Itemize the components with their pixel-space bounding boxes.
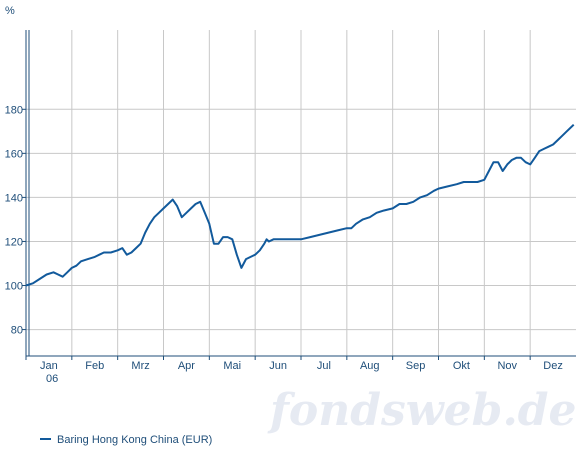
- watermark-logo: fondsweb.de: [267, 385, 577, 436]
- y-tick-label: 100: [5, 281, 23, 293]
- y-tick-label: 120: [5, 236, 23, 248]
- x-tick-label: Feb: [85, 360, 104, 372]
- x-axis-year-label: 06: [46, 373, 58, 385]
- axes: [22, 30, 576, 360]
- x-tick-label: Mai: [223, 360, 241, 372]
- x-tick-label: Jan: [40, 360, 58, 372]
- series-line: [25, 123, 575, 287]
- legend: Baring Hong Kong China (EUR): [40, 434, 212, 446]
- y-tick-label: 80: [11, 325, 23, 337]
- x-tick-label: Mrz: [131, 360, 149, 372]
- legend-label: Baring Hong Kong China (EUR): [57, 434, 212, 446]
- x-tick-label: Dez: [543, 360, 563, 372]
- x-tick-labels: Jan Feb Mrz Apr Mai Jun Jul Aug Sep Okt Nov Dez: [40, 360, 563, 372]
- x-tick-label: Aug: [360, 360, 380, 372]
- series-layer: [25, 123, 575, 287]
- y-tick-label: 140: [5, 192, 23, 204]
- x-tick-label: Jul: [317, 360, 331, 372]
- y-tick-label: 160: [5, 148, 23, 160]
- y-axis-unit-label: %: [5, 5, 15, 17]
- x-tick-label: Okt: [453, 360, 470, 372]
- x-tick-label: Sep: [406, 360, 426, 372]
- y-tick-labels: 80 100 120 140 160 180: [5, 104, 23, 336]
- x-tick-label: Nov: [497, 360, 517, 372]
- x-tick-label: Apr: [178, 360, 195, 372]
- y-tick-label: 180: [5, 104, 23, 116]
- grid-lines: [26, 30, 576, 356]
- x-tick-label: Jun: [269, 360, 287, 372]
